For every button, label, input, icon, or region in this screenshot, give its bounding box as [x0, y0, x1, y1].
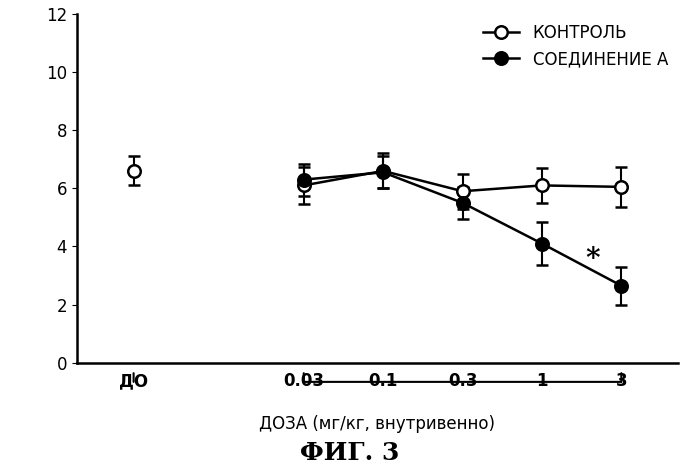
Text: *: *	[586, 246, 600, 273]
Legend: КОНТРОЛЬ, СОЕДИНЕНИЕ А: КОНТРОЛЬ, СОЕДИНЕНИЕ А	[476, 17, 675, 75]
X-axis label: ДОЗА (мг/кг, внутривенно): ДОЗА (мг/кг, внутривенно)	[259, 415, 496, 433]
Text: ФИГ. 3: ФИГ. 3	[300, 441, 399, 465]
